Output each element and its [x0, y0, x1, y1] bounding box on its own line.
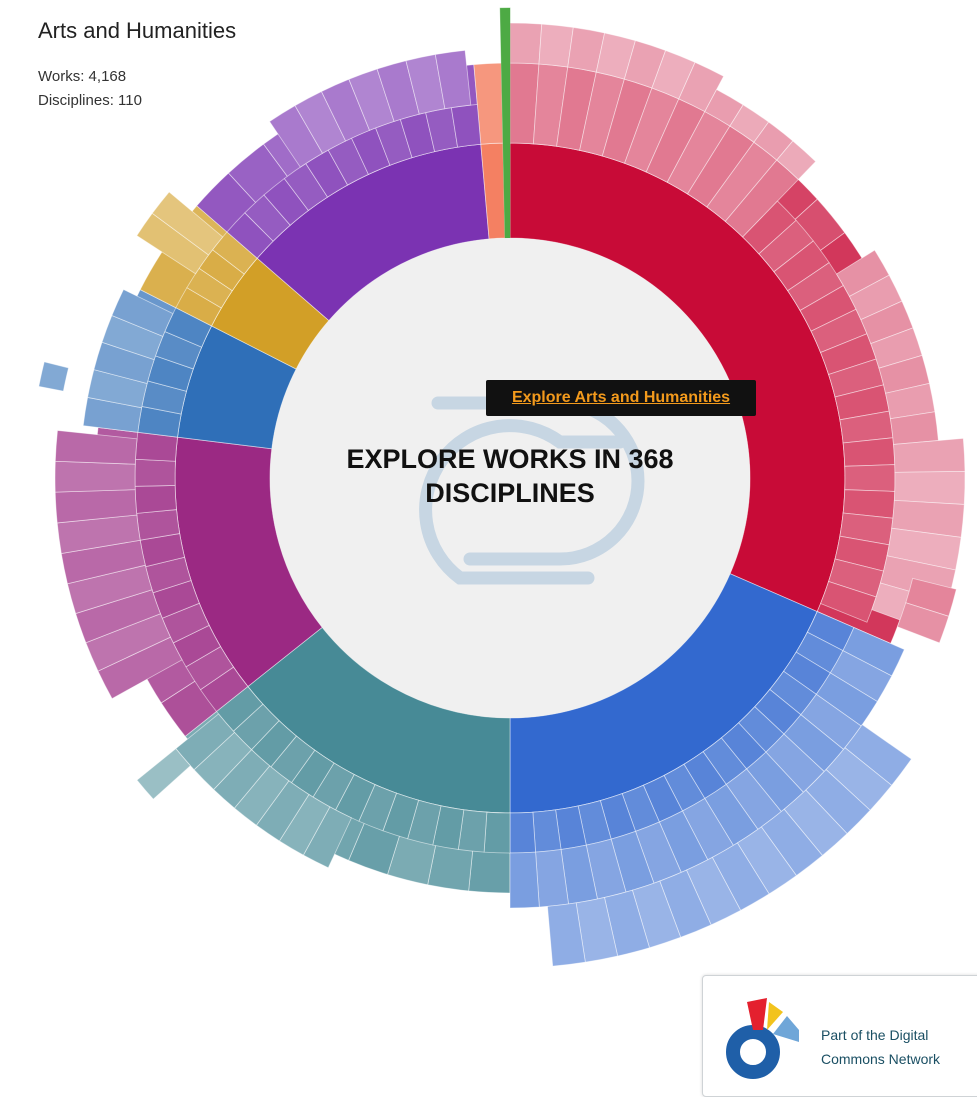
discipline-title: Arts and Humanities	[38, 18, 237, 43]
outer-segment-14-9[interactable]	[134, 485, 177, 514]
outer-segment-6-2[interactable]	[893, 470, 966, 505]
digital-commons-badge[interactable]: Part of the Digital Commons Network	[702, 975, 977, 1097]
outer-segment-16-1[interactable]	[38, 361, 70, 392]
outer-segment-15-8[interactable]	[54, 460, 136, 493]
outer-segment-22-7[interactable]	[434, 49, 472, 110]
outer-segment-11-1[interactable]	[483, 811, 511, 854]
disciplines-count: Disciplines: 110	[38, 92, 142, 109]
outer-segment-2-1[interactable]	[509, 22, 543, 65]
outer-segment-8-17[interactable]	[509, 811, 537, 854]
works-count: Works: 4,168	[38, 68, 127, 85]
center-label[interactable]: EXPLORE WORKS IN 368 DISCIPLINES	[320, 442, 700, 510]
outer-segment-3-4[interactable]	[776, 140, 817, 181]
outer-segment-8-16[interactable]	[532, 809, 562, 853]
center-label-line1: EXPLORE WORKS IN 368	[346, 444, 674, 474]
outer-segment-20-2[interactable]	[151, 191, 224, 256]
outer-segment-18-5[interactable]	[111, 288, 174, 337]
outer-segment-4-12[interactable]	[844, 464, 896, 492]
outer-segment-15-9[interactable]	[54, 430, 138, 465]
digital-commons-logo-icon	[726, 998, 799, 1079]
digital-commons-text[interactable]: Part of the Digital Commons Network	[821, 1023, 977, 1071]
badge-line2: Commons Network	[821, 1051, 941, 1067]
center-label-line2: DISCIPLINES	[425, 478, 595, 508]
outer-segment-10-13[interactable]	[547, 902, 586, 967]
outer-segment-14-10[interactable]	[134, 458, 176, 487]
outer-segment-4-11[interactable]	[842, 437, 896, 467]
badge-line1: Part of the Digital	[821, 1027, 929, 1043]
outer-segment-7-2[interactable]	[896, 602, 950, 644]
sunburst-rings[interactable]	[38, 7, 966, 967]
explore-tooltip: Explore Arts and Humanities	[486, 380, 756, 416]
explore-arts-link[interactable]: Explore Arts and Humanities	[511, 389, 731, 406]
outer-segment-6-1[interactable]	[893, 437, 966, 473]
outer-segment-9-17[interactable]	[509, 851, 540, 909]
outer-segment-13-1[interactable]	[136, 748, 192, 800]
outer-segment-2-2[interactable]	[538, 23, 574, 68]
center-circle[interactable]	[270, 238, 750, 718]
